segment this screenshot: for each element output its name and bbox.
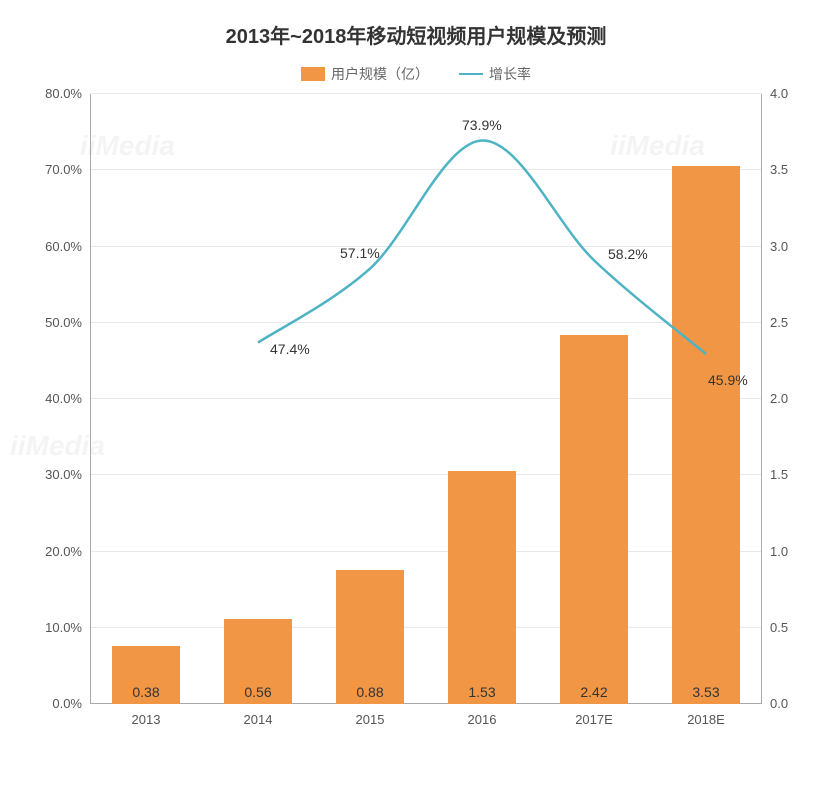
y-left-tick: 70.0% bbox=[30, 162, 90, 177]
x-tick: 2015 bbox=[314, 704, 426, 734]
chart-title: 2013年~2018年移动短视频用户规模及预测 bbox=[30, 20, 802, 49]
x-axis: 20132014201520162017E2018E bbox=[90, 704, 762, 734]
plot-area: 0.0%10.0%20.0%30.0%40.0%50.0%60.0%70.0%8… bbox=[30, 94, 802, 734]
chart-container: iiMedia iiMedia iiMedia 2013年~2018年移动短视频… bbox=[0, 0, 832, 785]
line-svg bbox=[90, 94, 762, 704]
y-axis-right: 0.00.51.01.52.02.53.03.54.0 bbox=[762, 94, 802, 704]
y-left-tick: 20.0% bbox=[30, 544, 90, 559]
legend-item-bar: 用户规模（亿） bbox=[301, 64, 429, 84]
y-right-tick: 2.0 bbox=[762, 391, 802, 406]
legend-swatch-line bbox=[459, 73, 483, 75]
y-left-tick: 50.0% bbox=[30, 315, 90, 330]
y-right-tick: 3.0 bbox=[762, 239, 802, 254]
x-tick: 2017E bbox=[538, 704, 650, 734]
line-value-label: 45.9% bbox=[708, 372, 748, 388]
y-right-tick: 4.0 bbox=[762, 86, 802, 101]
grid-area: 0.380.560.881.532.423.53 47.4%57.1%73.9%… bbox=[90, 94, 762, 704]
x-tick: 2016 bbox=[426, 704, 538, 734]
y-left-tick: 30.0% bbox=[30, 467, 90, 482]
x-tick: 2014 bbox=[202, 704, 314, 734]
legend-swatch-bar bbox=[301, 67, 325, 81]
y-right-tick: 1.5 bbox=[762, 467, 802, 482]
y-right-tick: 0.0 bbox=[762, 696, 802, 711]
y-left-tick: 10.0% bbox=[30, 620, 90, 635]
x-tick: 2013 bbox=[90, 704, 202, 734]
y-left-tick: 80.0% bbox=[30, 86, 90, 101]
x-tick: 2018E bbox=[650, 704, 762, 734]
y-left-tick: 0.0% bbox=[30, 696, 90, 711]
y-axis-left: 0.0%10.0%20.0%30.0%40.0%50.0%60.0%70.0%8… bbox=[30, 94, 90, 704]
line-value-label: 58.2% bbox=[608, 246, 648, 262]
chart-legend: 用户规模（亿） 增长率 bbox=[30, 64, 802, 84]
y-right-tick: 2.5 bbox=[762, 315, 802, 330]
y-left-tick: 40.0% bbox=[30, 391, 90, 406]
y-right-tick: 0.5 bbox=[762, 620, 802, 635]
y-left-tick: 60.0% bbox=[30, 239, 90, 254]
line-value-label: 47.4% bbox=[270, 341, 310, 357]
legend-bar-label: 用户规模（亿） bbox=[331, 64, 429, 84]
legend-line-label: 增长率 bbox=[489, 64, 531, 84]
line-value-label: 57.1% bbox=[340, 245, 380, 261]
y-right-tick: 3.5 bbox=[762, 162, 802, 177]
legend-item-line: 增长率 bbox=[459, 64, 531, 84]
y-right-tick: 1.0 bbox=[762, 544, 802, 559]
line-value-label: 73.9% bbox=[462, 117, 502, 133]
